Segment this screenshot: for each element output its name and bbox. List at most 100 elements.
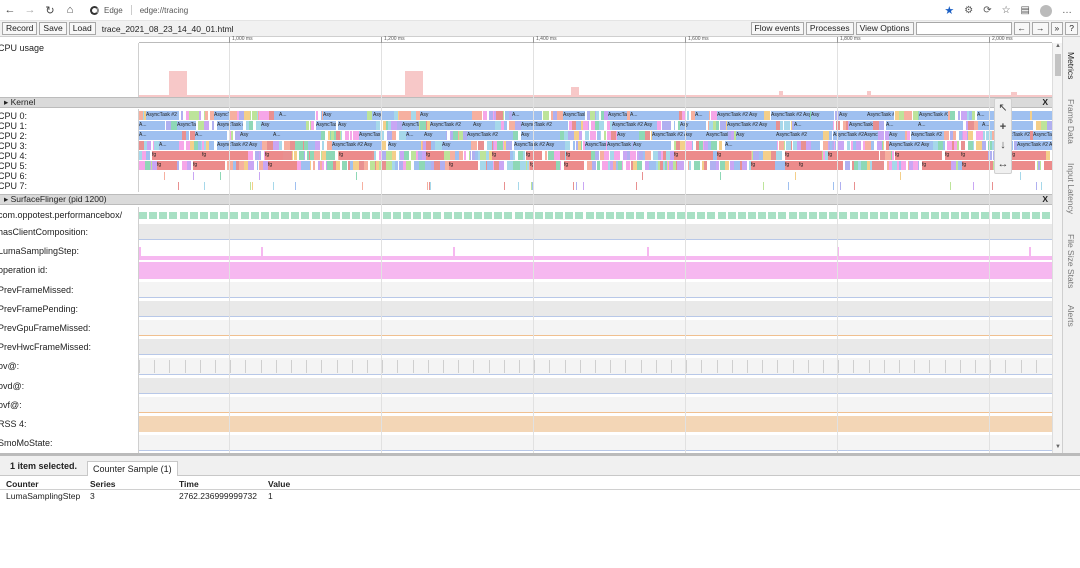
cpu-slice[interactable]: fg [265, 151, 283, 160]
cpu-slice[interactable] [713, 121, 715, 130]
cpu-slice[interactable] [510, 151, 513, 160]
cpu-slice[interactable] [504, 141, 506, 150]
cpu-slice[interactable] [885, 131, 889, 140]
cpu-slice[interactable] [380, 131, 384, 140]
expand-caret-icon[interactable]: ▸ [4, 194, 11, 204]
collections-icon[interactable]: ▤ [1020, 5, 1030, 16]
cpu-slice[interactable] [431, 161, 434, 170]
counter-track[interactable]: ovf@: [0, 395, 1052, 415]
cpu-slice[interactable] [720, 161, 725, 170]
cpu-slice[interactable] [627, 111, 630, 120]
cpu-slice[interactable] [248, 161, 254, 170]
cpu-slice[interactable] [493, 161, 494, 170]
cpu-slice[interactable] [811, 141, 816, 150]
cpu-slice[interactable] [478, 151, 480, 160]
cpu-slice[interactable] [422, 141, 423, 150]
cpu-slice[interactable]: AsyncTask #2 Asy [889, 141, 933, 150]
select-mode-icon[interactable]: ↖ [998, 102, 1008, 115]
cpu-slice[interactable] [872, 161, 878, 170]
cpu-slice[interactable] [193, 172, 194, 180]
cpu-slice[interactable]: Asy [633, 141, 671, 150]
cpu-slice[interactable] [669, 161, 673, 170]
cpu-slice[interactable] [583, 141, 585, 150]
frame-marker[interactable] [748, 212, 756, 219]
cpu-slice[interactable] [608, 161, 610, 170]
cpu-slice[interactable]: AsyncTask #2 Asy [585, 141, 606, 150]
cpu-slice[interactable] [426, 121, 427, 130]
cpu-slice[interactable]: fg [193, 161, 225, 170]
cpu-slice[interactable] [236, 161, 239, 170]
cpu-slice[interactable] [494, 111, 496, 120]
extension-icon[interactable]: ⚙ [964, 5, 974, 16]
cpu-slice[interactable] [833, 182, 834, 190]
cpu-slice[interactable] [315, 141, 320, 150]
cpu-slice[interactable]: A... [406, 131, 424, 140]
cpu-slice[interactable] [386, 161, 392, 170]
cpu-slice[interactable]: fg [751, 161, 775, 170]
cpu-slice[interactable] [829, 131, 832, 140]
cpu-slice[interactable] [309, 151, 310, 160]
cpu-slice[interactable] [391, 121, 397, 130]
cpu-slice[interactable] [878, 161, 884, 170]
cpu-slice[interactable] [604, 111, 608, 120]
cpu-slice[interactable] [822, 151, 823, 160]
cpu-slice[interactable] [421, 141, 422, 150]
frame-marker[interactable] [585, 212, 594, 219]
cpu-slice[interactable] [599, 121, 604, 130]
cpu-slice[interactable] [305, 161, 310, 170]
cpu-slice[interactable] [680, 141, 686, 150]
cpu-slice[interactable] [292, 151, 293, 160]
cpu-slice[interactable] [631, 161, 633, 170]
cpu-slice[interactable] [190, 131, 195, 140]
cpu-slice[interactable] [674, 141, 676, 150]
cpu-slice[interactable] [950, 131, 953, 140]
cpu-slice[interactable] [372, 111, 373, 120]
cpu-slice[interactable]: AsyncTask #2 Asy [717, 111, 764, 120]
cpu-slice[interactable]: fg [799, 161, 843, 170]
counter-track[interactable]: hasClientComposition: [0, 223, 1052, 243]
cpu-slice[interactable] [976, 131, 979, 140]
frame-marker[interactable] [230, 212, 239, 219]
cpu-slice[interactable] [678, 121, 680, 130]
cpu-slice[interactable] [742, 161, 747, 170]
cpu-slice[interactable] [948, 111, 949, 120]
cpu-slice[interactable] [334, 131, 336, 140]
frame-marker[interactable] [778, 212, 787, 219]
cpu-slice[interactable] [310, 161, 311, 170]
frame-marker[interactable] [281, 212, 290, 219]
cpu-slice[interactable] [255, 151, 259, 160]
cpu-slice[interactable] [662, 121, 665, 130]
cpu-slice[interactable] [374, 151, 376, 160]
cpu-slice[interactable] [453, 131, 454, 140]
cpu-slice[interactable] [653, 151, 658, 160]
cpu-slice[interactable] [259, 161, 263, 170]
frame-marker[interactable] [910, 212, 919, 219]
cpu-slice[interactable] [854, 161, 858, 170]
cpu-slice[interactable] [909, 161, 913, 170]
cpu-slice[interactable] [595, 151, 599, 160]
cpu-slice[interactable] [279, 141, 282, 150]
cpu-slice[interactable] [475, 151, 478, 160]
cpu-slice[interactable] [419, 161, 425, 170]
frame-marker[interactable] [788, 212, 797, 219]
cpu-slice[interactable]: Asy [261, 121, 306, 130]
cpu-slice[interactable] [823, 151, 825, 160]
cpu-slice[interactable] [897, 161, 899, 170]
frame-marker[interactable] [1022, 212, 1031, 219]
counter-step[interactable] [1029, 247, 1031, 261]
back-icon[interactable]: ← [4, 4, 16, 16]
cpu-slice[interactable] [194, 141, 198, 150]
more-button[interactable]: » [1050, 22, 1064, 35]
cpu-slice[interactable] [321, 111, 322, 120]
cpu-slice[interactable] [248, 151, 253, 160]
frame-marker[interactable] [311, 212, 320, 219]
cpu-slice[interactable] [151, 161, 152, 170]
cpu-slice[interactable] [420, 121, 426, 130]
cpu-slice[interactable] [239, 161, 244, 170]
frame-marker[interactable] [991, 212, 1000, 219]
cpu-slice[interactable] [494, 161, 499, 170]
frame-marker[interactable] [930, 212, 939, 219]
cpu-slice[interactable]: A... [279, 111, 314, 120]
cpu-slice[interactable] [969, 111, 972, 120]
cpu-slice[interactable] [677, 161, 683, 170]
